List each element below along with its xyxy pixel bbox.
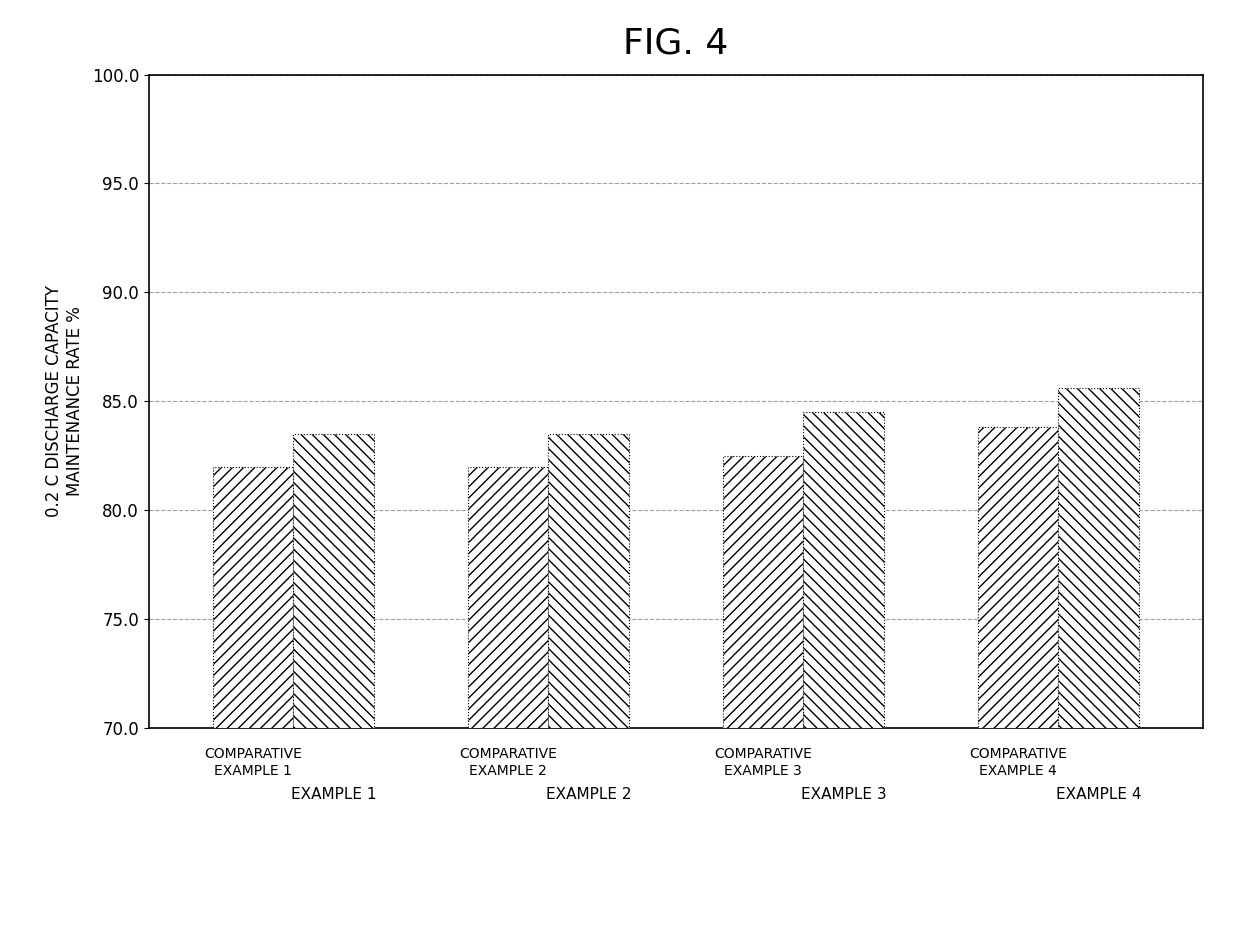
Text: EXAMPLE 1: EXAMPLE 1: [291, 787, 377, 801]
Text: COMPARATIVE
EXAMPLE 1: COMPARATIVE EXAMPLE 1: [205, 747, 301, 777]
Bar: [467, 466, 548, 728]
Bar: [977, 427, 1058, 728]
Text: EXAMPLE 2: EXAMPLE 2: [546, 787, 631, 801]
Text: COMPARATIVE
EXAMPLE 3: COMPARATIVE EXAMPLE 3: [714, 747, 812, 777]
Text: EXAMPLE 3: EXAMPLE 3: [801, 787, 887, 801]
Text: COMPARATIVE
EXAMPLE 2: COMPARATIVE EXAMPLE 2: [459, 747, 557, 777]
Text: 0.2 C DISCHARGE CAPACITY
MAINTENANCE RATE %: 0.2 C DISCHARGE CAPACITY MAINTENANCE RAT…: [45, 285, 84, 517]
Text: EXAMPLE 4: EXAMPLE 4: [1056, 787, 1142, 801]
Bar: [723, 455, 804, 728]
Title: FIG. 4: FIG. 4: [624, 27, 728, 61]
Bar: [212, 466, 294, 728]
Bar: [1058, 388, 1140, 728]
Bar: [294, 434, 374, 728]
Bar: [548, 434, 629, 728]
Bar: [804, 412, 884, 728]
Text: COMPARATIVE
EXAMPLE 4: COMPARATIVE EXAMPLE 4: [968, 747, 1066, 777]
